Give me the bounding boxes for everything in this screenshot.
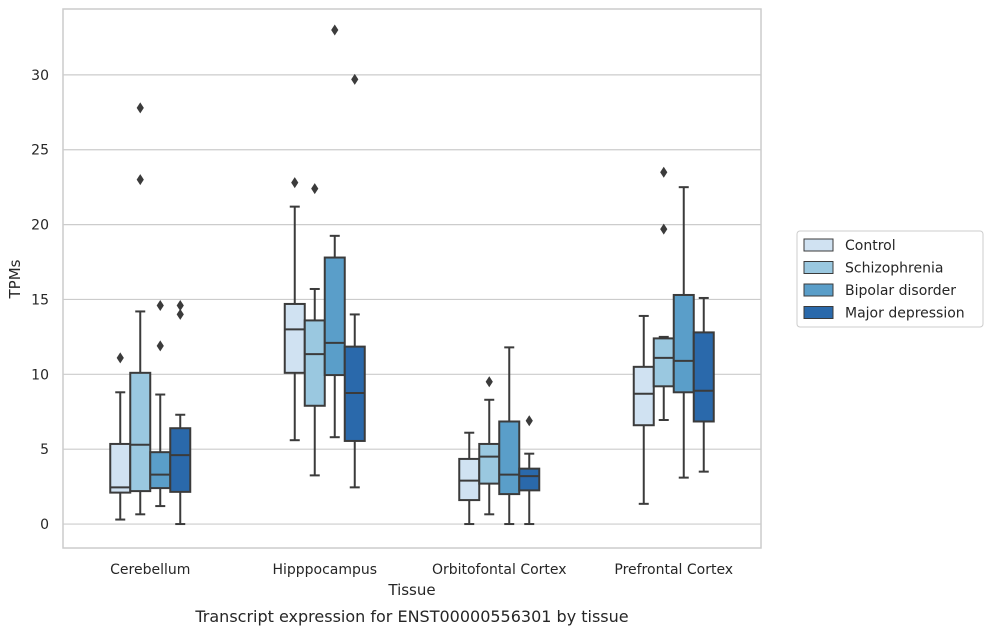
outlier-point: [136, 174, 144, 186]
box-iqr: [458, 457, 481, 502]
box-iqr: [149, 451, 172, 490]
box: [692, 296, 715, 473]
legend-label: Schizophrenia: [845, 261, 943, 277]
y-tick-label: 30: [31, 68, 49, 84]
outlier-point: [156, 340, 164, 352]
legend-label: Control: [845, 238, 896, 254]
box: [498, 346, 521, 526]
outlier-point: [176, 299, 184, 311]
outlier-point: [156, 299, 164, 311]
box-iqr: [632, 365, 655, 427]
series-bipolar-disorder: [149, 24, 695, 526]
box-iqr: [323, 256, 346, 377]
y-tick-label: 0: [40, 517, 49, 533]
legend: Control Schizophrenia Bipolar disorder Majo…: [796, 230, 984, 328]
outlier-point: [351, 73, 359, 85]
y-tick-label: 5: [40, 442, 49, 458]
box-iqr: [672, 293, 695, 394]
box: [458, 431, 481, 526]
outlier-point: [116, 352, 124, 364]
box: [169, 299, 192, 526]
box: [343, 73, 366, 489]
outlier-point: [660, 166, 668, 178]
legend-label: Major depression: [845, 306, 965, 322]
legend-swatch: [803, 261, 834, 274]
y-tick-label: 10: [31, 367, 49, 383]
series-schizophrenia: [129, 102, 675, 516]
x-tick-label: Cerebellum: [110, 562, 190, 578]
outlier-point: [660, 223, 668, 235]
series-major-depression: [169, 73, 715, 526]
outlier-point: [311, 183, 319, 195]
box-iqr: [478, 442, 501, 485]
outlier-point: [291, 177, 299, 189]
y-tick-label: 15: [31, 292, 49, 308]
outlier-point: [176, 308, 184, 320]
x-tick-labels: Cerebellum Hipppocampus Orbitofontal Corte…: [110, 562, 733, 578]
x-axis-label: Tissue: [387, 581, 435, 599]
legend-swatch: [803, 238, 834, 252]
box-series: [109, 24, 715, 526]
box-iqr: [692, 331, 715, 423]
outlier-point: [136, 102, 144, 114]
box-iqr: [129, 371, 152, 493]
box: [518, 415, 541, 526]
y-tick-label: 20: [31, 218, 49, 234]
box-iqr: [498, 420, 521, 496]
x-tick-label: Prefrontal Cortex: [614, 562, 733, 578]
box: [129, 102, 152, 516]
outlier-point: [485, 376, 493, 388]
box: [323, 24, 346, 439]
box-iqr: [109, 442, 132, 494]
outlier-point: [331, 24, 339, 36]
legend-swatch: [803, 283, 834, 297]
y-axis-label: TPMs: [6, 259, 24, 299]
y-tick-labels: 0 5 10 15 20 25 30: [31, 68, 49, 533]
box: [283, 177, 306, 442]
legend-frame: [796, 230, 984, 328]
box-iqr: [169, 427, 192, 493]
box-iqr: [518, 467, 541, 492]
legend-label: Bipolar disorder: [845, 283, 956, 299]
box-iqr: [283, 302, 306, 374]
x-tick-label: Hipppocampus: [272, 562, 377, 578]
box: [303, 183, 326, 477]
box: [632, 314, 655, 505]
box: [652, 166, 675, 421]
x-tick-label: Orbitofontal Cortex: [432, 562, 567, 578]
chart-caption: Transcript expression for ENST0000055630…: [194, 607, 628, 626]
legend-swatch: [803, 306, 834, 319]
box-iqr: [303, 319, 326, 407]
y-tick-label: 25: [31, 143, 49, 159]
box-iqr: [652, 337, 675, 388]
outlier-point: [525, 415, 533, 427]
